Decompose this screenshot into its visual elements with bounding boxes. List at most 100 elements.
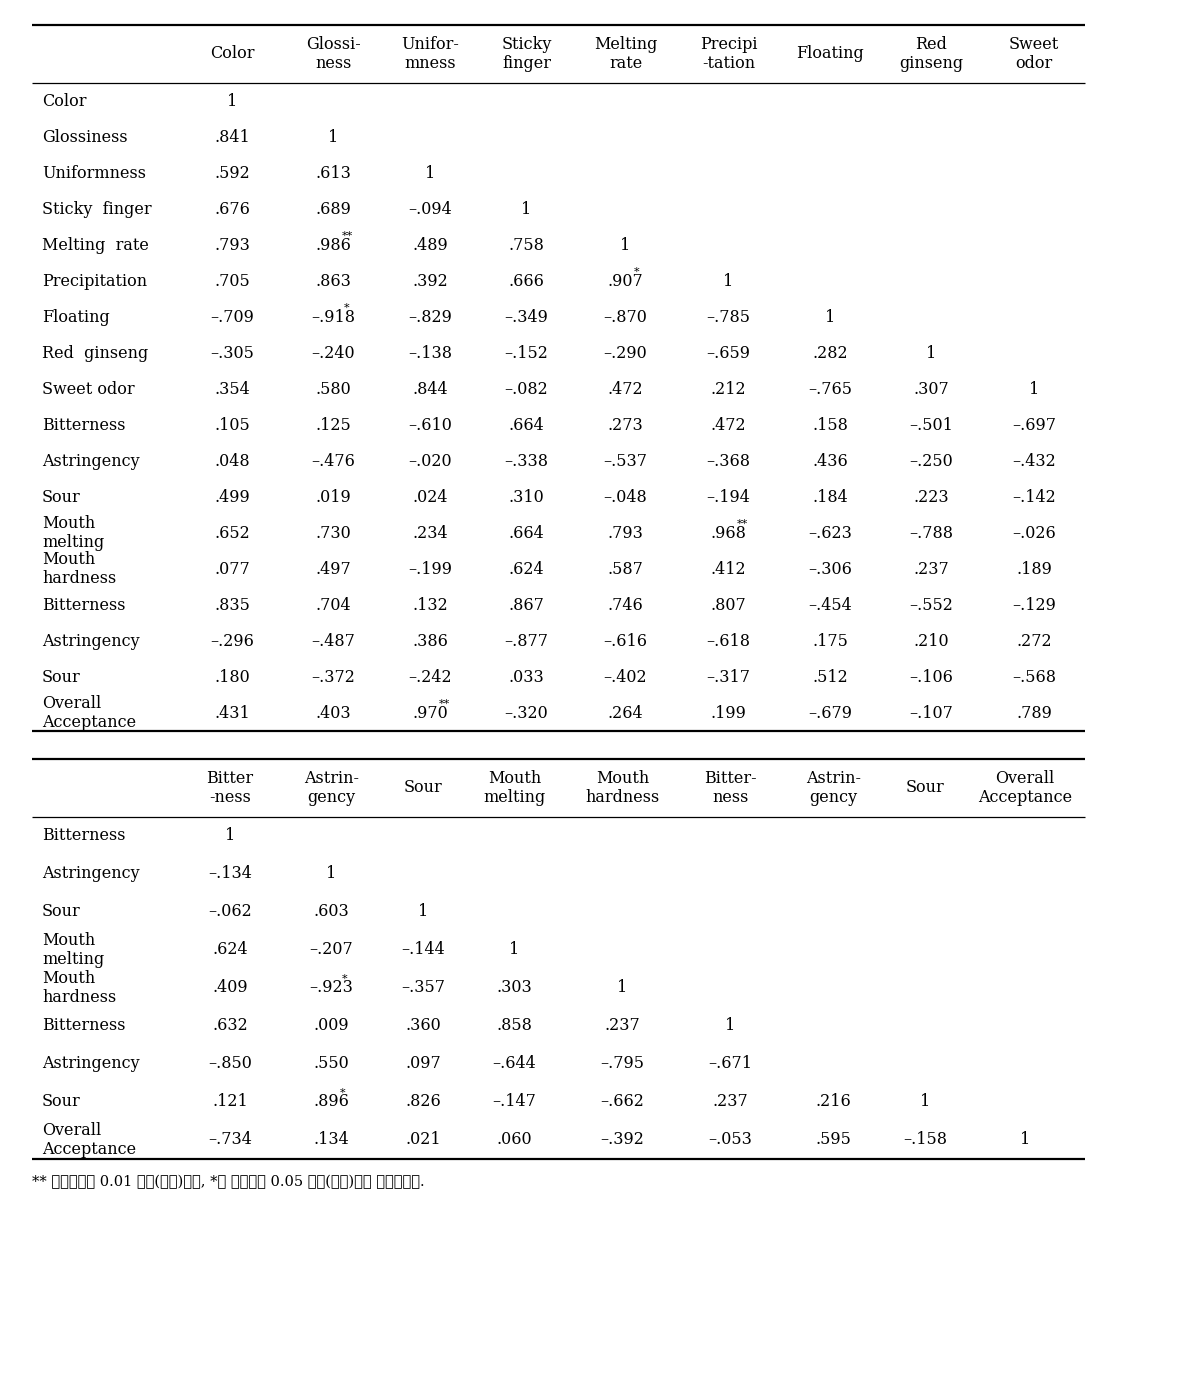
Text: .189: .189 [1016, 561, 1052, 577]
Text: –.918: –.918 [312, 309, 355, 325]
Text: ** 상관계수는 0.01 수준(양쪽)에서, *는 상관계수 0.05 수준(양쪽)에서 유의합니다.: ** 상관계수는 0.01 수준(양쪽)에서, *는 상관계수 0.05 수준(… [32, 1175, 425, 1189]
Text: –.454: –.454 [808, 597, 852, 613]
Text: –.134: –.134 [208, 865, 252, 883]
Text: .472: .472 [607, 381, 643, 397]
Text: .689: .689 [316, 201, 352, 217]
Text: Overall
Acceptance: Overall Acceptance [42, 1122, 136, 1158]
Text: –.094: –.094 [409, 201, 452, 217]
Text: –.568: –.568 [1012, 668, 1056, 685]
Text: –.487: –.487 [312, 632, 355, 649]
Text: –.402: –.402 [604, 668, 647, 685]
Text: Astrin-
gency: Astrin- gency [806, 770, 862, 805]
Text: .237: .237 [605, 1017, 641, 1034]
Text: 1: 1 [425, 165, 436, 181]
Text: .844: .844 [413, 381, 449, 397]
Text: .121: .121 [212, 1093, 248, 1110]
Text: .033: .033 [509, 668, 545, 685]
Text: .841: .841 [215, 129, 251, 145]
Text: –.392: –.392 [600, 1132, 644, 1149]
Text: *: * [634, 267, 640, 277]
Text: .175: .175 [812, 632, 848, 649]
Text: .664: .664 [509, 525, 545, 541]
Text: Bitterness: Bitterness [42, 417, 126, 433]
Text: .499: .499 [215, 489, 251, 505]
Text: Sour: Sour [42, 489, 80, 505]
Text: .392: .392 [413, 273, 449, 289]
Text: .472: .472 [710, 417, 746, 433]
Text: Mouth
hardness: Mouth hardness [586, 770, 660, 805]
Text: 1: 1 [521, 201, 532, 217]
Text: .223: .223 [913, 489, 949, 505]
Text: –.199: –.199 [408, 561, 452, 577]
Text: –.671: –.671 [708, 1056, 752, 1073]
Text: .273: .273 [607, 417, 643, 433]
Text: Sticky
finger: Sticky finger [502, 36, 552, 72]
Text: –.644: –.644 [493, 1056, 536, 1073]
Text: 1: 1 [724, 273, 733, 289]
Text: .386: .386 [413, 632, 449, 649]
Text: Bitter-
ness: Bitter- ness [704, 770, 757, 805]
Text: .158: .158 [812, 417, 848, 433]
Text: 1: 1 [329, 129, 338, 145]
Text: –.207: –.207 [310, 941, 353, 959]
Text: .237: .237 [713, 1093, 749, 1110]
Text: .009: .009 [313, 1017, 349, 1034]
Text: 1: 1 [617, 980, 628, 996]
Text: –.501: –.501 [910, 417, 954, 433]
Text: Astringency: Astringency [42, 632, 139, 649]
Text: Red
ginseng: Red ginseng [900, 36, 964, 72]
Text: Color: Color [42, 93, 86, 109]
Text: 1: 1 [224, 828, 235, 844]
Text: .436: .436 [812, 453, 848, 469]
Text: Precipitation: Precipitation [42, 273, 148, 289]
Text: .704: .704 [316, 597, 352, 613]
Text: .412: .412 [710, 561, 746, 577]
Text: .968: .968 [710, 525, 746, 541]
Text: –.552: –.552 [910, 597, 954, 613]
Text: –.338: –.338 [504, 453, 548, 469]
Text: –.372: –.372 [312, 668, 355, 685]
Text: .237: .237 [913, 561, 949, 577]
Text: Unifor-
mness: Unifor- mness [402, 36, 460, 72]
Text: –.923: –.923 [310, 980, 354, 996]
Text: .730: .730 [316, 525, 352, 541]
Text: .310: .310 [509, 489, 545, 505]
Text: Sour: Sour [42, 668, 80, 685]
Text: Red  ginseng: Red ginseng [42, 345, 149, 361]
Text: Mouth
melting: Mouth melting [42, 931, 104, 967]
Text: .409: .409 [212, 980, 248, 996]
Text: –.317: –.317 [707, 668, 750, 685]
Text: Overall
Acceptance: Overall Acceptance [42, 695, 136, 731]
Text: .489: .489 [413, 237, 449, 253]
Text: .199: .199 [710, 704, 746, 721]
Text: .835: .835 [215, 597, 251, 613]
Text: Sweet
odor: Sweet odor [1009, 36, 1060, 72]
Text: –.106: –.106 [910, 668, 954, 685]
Text: .180: .180 [215, 668, 251, 685]
Text: –.697: –.697 [1012, 417, 1056, 433]
Text: –.026: –.026 [1012, 525, 1056, 541]
Text: –.152: –.152 [504, 345, 548, 361]
Text: 1: 1 [418, 904, 428, 920]
Text: .603: .603 [313, 904, 349, 920]
Text: 1: 1 [1028, 381, 1039, 397]
Text: Astringency: Astringency [42, 1056, 139, 1073]
Text: –.048: –.048 [604, 489, 647, 505]
Text: Sour: Sour [42, 904, 80, 920]
Text: Bitterness: Bitterness [42, 597, 126, 613]
Text: Sour: Sour [906, 779, 944, 797]
Text: –.240: –.240 [312, 345, 355, 361]
Text: Astrin-
gency: Astrin- gency [304, 770, 359, 805]
Text: –.082: –.082 [505, 381, 548, 397]
Text: –.795: –.795 [600, 1056, 644, 1073]
Text: –.788: –.788 [910, 525, 954, 541]
Text: –.368: –.368 [707, 453, 750, 469]
Text: .234: .234 [413, 525, 449, 541]
Text: 1: 1 [227, 93, 238, 109]
Text: –.850: –.850 [208, 1056, 252, 1073]
Text: .793: .793 [607, 525, 643, 541]
Text: Bitter
-ness: Bitter -ness [206, 770, 253, 805]
Text: .077: .077 [215, 561, 251, 577]
Text: .125: .125 [316, 417, 352, 433]
Text: .907: .907 [607, 273, 643, 289]
